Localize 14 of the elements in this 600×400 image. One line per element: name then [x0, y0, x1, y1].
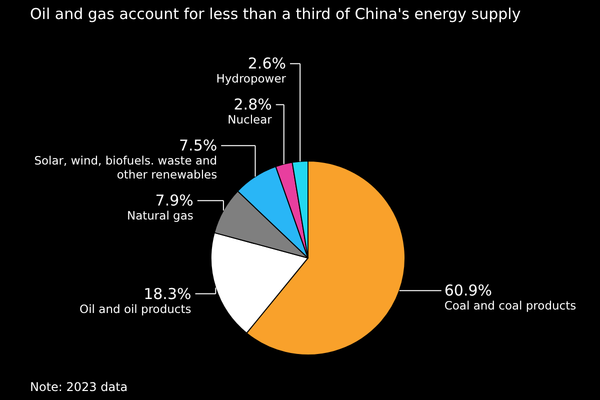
data-label: 60.9% — [444, 282, 492, 300]
slice-label: Natural gas — [126, 208, 194, 223]
data-label: 18.3% — [144, 284, 192, 303]
text: Note: 2023 data — [30, 380, 128, 394]
slice-label: Nuclear — [228, 112, 272, 127]
chart-title: Oil and gas account for less than a third of China's energy supply — [30, 5, 521, 23]
data-label: 2.6% — [248, 54, 286, 73]
data-label: 7.5% — [179, 136, 218, 155]
slice-label: Oil and oil products — [80, 302, 192, 316]
slice-label: Hydropower — [216, 72, 286, 86]
slice-label: Solar, wind, biofuels. waste and other renewables — [34, 154, 218, 182]
slice-label: Coal and coal products — [444, 298, 576, 313]
data-label: 2.8% — [234, 96, 272, 114]
data-label: 7.9% — [155, 192, 194, 210]
